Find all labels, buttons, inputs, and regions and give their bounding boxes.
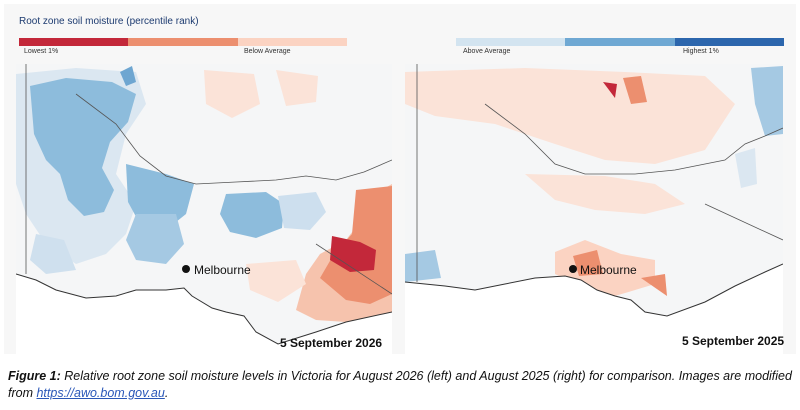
figure-caption: Figure 1: Relative root zone soil moistu… (8, 368, 792, 402)
legend-swatch-average (346, 38, 457, 46)
map-2026: Melbourne (16, 64, 392, 354)
legend-label-above-average: Above Average (463, 48, 511, 55)
source-link[interactable]: https://awo.bom.gov.au (36, 386, 165, 400)
legend-label-below-average: Below Average (244, 48, 291, 55)
melbourne-marker-2025 (569, 265, 577, 273)
map-2025: Melbourne (405, 64, 783, 354)
legend-label-lowest: Lowest 1% (24, 48, 59, 55)
legend-label-highest: Highest 1% (683, 48, 719, 55)
city-label-2026: Melbourne (194, 263, 251, 277)
caption-text: Relative root zone soil moisture levels … (8, 369, 792, 400)
city-label-2025: Melbourne (580, 263, 637, 277)
legend-title: Root zone soil moisture (percentile rank… (19, 16, 199, 27)
caption-figure-label: Figure 1: (8, 369, 61, 383)
legend-swatch-very-above (565, 38, 675, 46)
date-label-2025: 5 September 2025 (682, 334, 785, 348)
legend-swatch-very-below (128, 38, 238, 46)
legend-color-bar (19, 38, 784, 46)
date-label-2026: 5 September 2026 (280, 336, 383, 350)
legend-swatch-highest (674, 38, 784, 46)
legend-swatch-below (237, 38, 347, 46)
melbourne-marker-2026 (182, 265, 190, 273)
caption-end: . (164, 386, 169, 400)
legend-swatch-lowest (19, 38, 129, 46)
legend-swatch-above (456, 38, 566, 46)
